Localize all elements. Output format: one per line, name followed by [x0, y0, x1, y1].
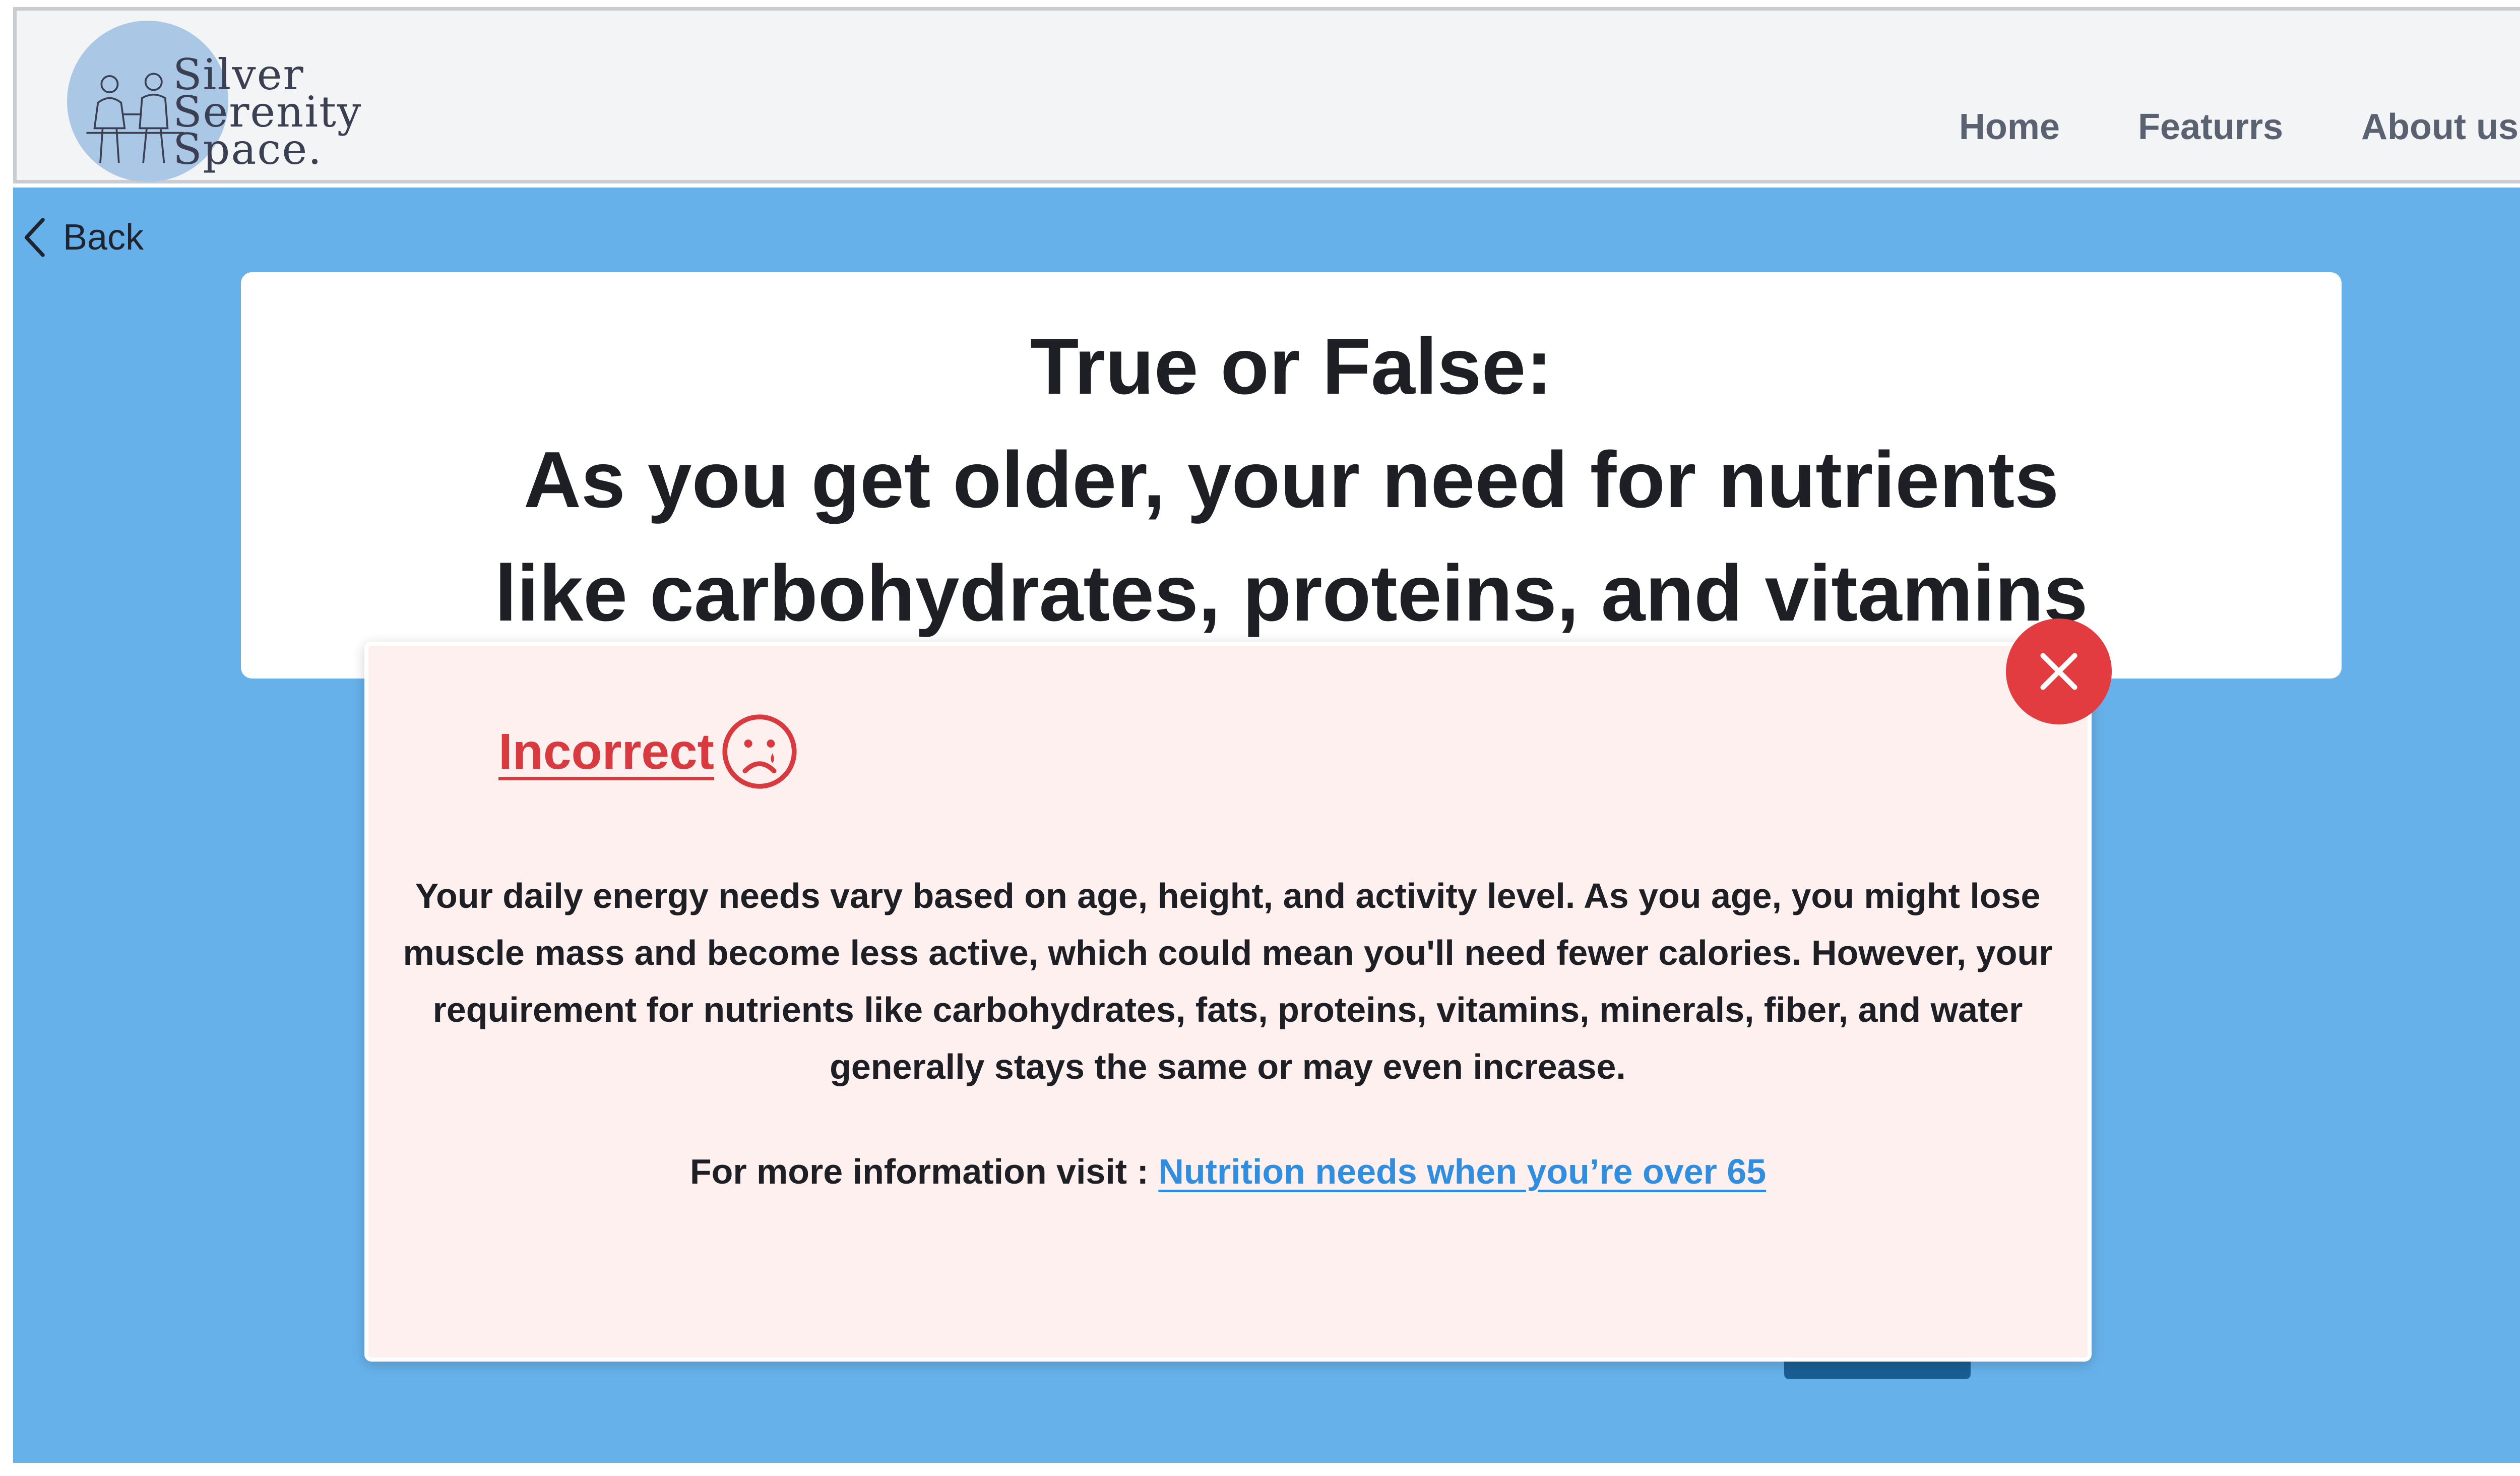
question-title: True or False: [1030, 322, 1553, 411]
more-info-prefix: For more information visit : [689, 1152, 1159, 1191]
nav-about-link[interactable]: About us [2361, 107, 2518, 147]
chevron-left-icon [24, 218, 45, 257]
sad-face-icon [719, 711, 800, 792]
question-card: True or False: As you get older, your ne… [241, 272, 2342, 679]
main-nav: Home Featurrs About us [1959, 106, 2518, 148]
explanation-text: Your daily energy needs vary based on ag… [403, 876, 2053, 1086]
elderly-couple-icon [86, 73, 184, 163]
nav-home-link[interactable]: Home [1959, 107, 2060, 147]
site-header: Silver Serenity Space. Home Featurrs Abo… [13, 7, 2520, 183]
more-info-line: For more information visit : Nutrition n… [368, 1146, 2088, 1197]
nav-features-link[interactable]: Featurrs [2137, 107, 2284, 147]
logo-wordmark: Silver Serenity Space. [173, 50, 362, 174]
logo-circle [67, 21, 228, 182]
nutrition-info-link[interactable]: Nutrition needs when you’re over 65 [1158, 1152, 1767, 1191]
result-label: Incorrect [498, 723, 714, 780]
back-button[interactable]: Back [23, 217, 144, 258]
result-row: Incorrect [498, 711, 800, 792]
question-text: As you get older, your need for nutrient… [494, 436, 2088, 638]
feedback-popup: Incorrect Your daily energy needs vary b… [364, 642, 2092, 1362]
close-popup-button[interactable] [2006, 619, 2112, 724]
back-label: Back [63, 217, 144, 258]
close-icon [2040, 653, 2077, 690]
site-logo[interactable]: Silver Serenity Space. [57, 16, 362, 187]
